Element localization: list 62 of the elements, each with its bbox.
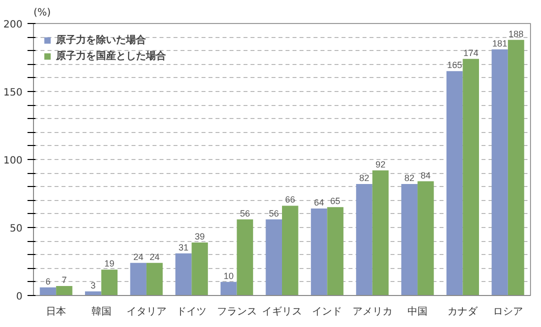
y-tick-label: 50 [10, 224, 23, 234]
bar [418, 181, 434, 296]
data-label: 84 [420, 170, 431, 180]
x-tick-label: イタリア [126, 306, 166, 318]
bar [40, 287, 56, 296]
y-tick-label: 0 [16, 292, 23, 302]
y-tick-label: 100 [3, 156, 23, 166]
data-label: 31 [178, 242, 189, 252]
data-label: 10 [224, 270, 234, 281]
y-axis-title: (%) [34, 8, 51, 18]
data-label: 7 [62, 274, 67, 285]
bar [462, 58, 479, 296]
data-label: 24 [133, 252, 144, 262]
bar [192, 242, 208, 296]
bar [146, 262, 163, 296]
data-label: 82 [404, 172, 414, 183]
bar [492, 49, 508, 296]
data-label: 181 [492, 38, 508, 48]
bar [508, 40, 524, 296]
bar [236, 219, 254, 296]
x-tick-label: カナダ [448, 306, 479, 318]
bar [266, 219, 282, 296]
x-tick-label: ロシア [492, 306, 523, 318]
x-tick-label: 日本 [46, 306, 66, 318]
x-tick-label: アメリカ [352, 306, 392, 318]
bar [220, 282, 237, 296]
x-tick-label: ドイツ [176, 306, 207, 318]
bar [101, 270, 118, 296]
data-label: 165 [447, 60, 462, 70]
data-label: 19 [104, 258, 114, 269]
data-label: 24 [150, 252, 160, 262]
data-label: 66 [285, 194, 296, 205]
bar [130, 262, 146, 296]
y-tick-label: 200 [3, 20, 23, 30]
x-tick-label: イギリス [262, 306, 302, 318]
data-label: 64 [314, 197, 324, 208]
bar [56, 286, 72, 296]
bar [446, 71, 463, 296]
data-label: 6 [45, 276, 50, 286]
data-label: 39 [194, 231, 205, 242]
bar [356, 184, 372, 296]
data-label: 82 [359, 172, 370, 183]
bar [401, 184, 418, 296]
bar [327, 207, 344, 296]
y-tick-label: 150 [3, 88, 23, 98]
data-label: 65 [330, 196, 340, 206]
bar [282, 206, 298, 296]
data-label: 188 [508, 28, 524, 39]
bar [310, 208, 328, 296]
x-tick-label: 韓国 [91, 306, 112, 318]
data-label: 174 [463, 48, 478, 58]
x-tick-label: 中国 [408, 306, 428, 318]
data-label: 3 [90, 280, 96, 290]
data-label: 56 [268, 208, 279, 218]
x-tick-label: インド [312, 306, 342, 318]
legend-label: 原子力を除いた場合 [56, 34, 146, 47]
x-tick-label: フランス [216, 306, 257, 318]
data-label: 92 [375, 159, 386, 170]
legend-label: 原子力を国産とした場合 [56, 49, 166, 63]
bar [175, 253, 192, 296]
data-label: 56 [240, 208, 250, 218]
bar [372, 170, 389, 296]
